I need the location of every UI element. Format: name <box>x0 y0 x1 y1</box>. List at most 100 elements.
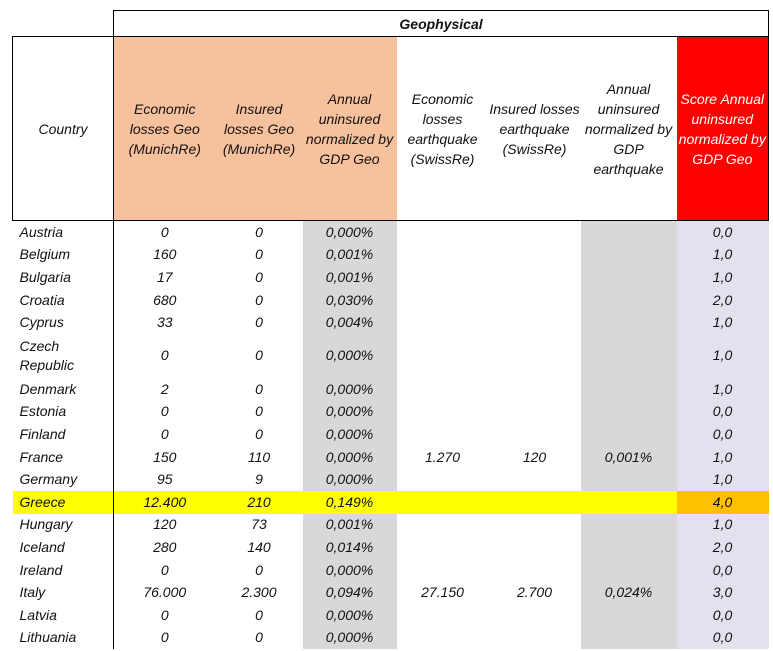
geophysical-losses-table: Geophysical Country Economic losses Geo … <box>12 10 770 650</box>
economic-losses-munichre-cell: 0 <box>113 558 216 582</box>
insured-losses-swissre-cell <box>489 334 581 378</box>
score-cell: 2,0 <box>676 536 769 559</box>
insured-losses-swissre-cell <box>489 311 581 334</box>
economic-losses-munichre-cell: 160 <box>113 243 216 267</box>
insured-losses-munichre-cell: 0 <box>255 223 263 240</box>
economic-losses-swissre-cell <box>397 266 489 289</box>
economic-losses-munichre-cell: 150 <box>113 445 216 469</box>
insured-losses-swissre-cell <box>489 514 581 537</box>
country-cell: Ireland <box>19 561 63 578</box>
header-annual-uninsured-geo: Annual uninsured normalized by GDP Geo <box>302 36 397 221</box>
insured-losses-munichre-cell: 0 <box>255 314 263 331</box>
insured-losses-munichre-cell: 0 <box>255 425 263 442</box>
header-insured-losses-swissre: Insured losses earthquake (SwissRe) <box>488 36 581 221</box>
annual-uninsured-earthquake-cell <box>580 311 677 334</box>
score-cell: 1,0 <box>676 243 769 267</box>
score-cell: 1,0 <box>676 266 769 289</box>
annual-uninsured-earthquake-cell <box>580 603 677 627</box>
insured-losses-munichre-cell: 0 <box>255 403 263 420</box>
annual-uninsured-geo-cell: 0,001% <box>302 266 397 289</box>
score-cell: 1,0 <box>676 311 769 334</box>
economic-losses-swissre-cell <box>397 289 489 312</box>
insured-losses-munichre-cell: 0 <box>255 246 263 263</box>
country-cell: Bulgaria <box>19 268 71 285</box>
table-row: France 150 110 0,000% 1.270 120 0,001% 1,0 <box>13 445 769 469</box>
score-cell: 1,0 <box>676 513 769 537</box>
economic-losses-swissre-cell <box>397 334 489 378</box>
score-cell: 0,0 <box>676 626 769 650</box>
table-row: Denmark 2 0 0,000% 1,0 <box>13 377 769 401</box>
country-cell: Latvia <box>19 606 57 623</box>
country-cell: Lithuania <box>19 629 77 646</box>
annual-uninsured-earthquake-cell <box>580 558 677 582</box>
header-economic-losses-swissre: Economic losses earthquake (SwissRe) <box>396 36 489 221</box>
economic-losses-swissre-cell <box>397 559 489 582</box>
insured-losses-swissre-cell <box>489 627 581 650</box>
economic-losses-swissre-cell <box>397 468 489 491</box>
insured-losses-munichre-cell: 140 <box>247 538 271 555</box>
table-row: Finland 0 0 0,000% 0,0 <box>13 423 769 446</box>
insured-losses-munichre-cell: 0 <box>255 347 263 364</box>
country-cell: Hungary <box>19 516 73 533</box>
economic-losses-swissre-cell <box>397 311 489 334</box>
economic-losses-munichre-cell: 0 <box>113 423 216 446</box>
economic-losses-swissre-cell <box>397 401 489 424</box>
annual-uninsured-geo-cell: 0,014% <box>302 536 397 559</box>
insured-losses-munichre-cell: 9 <box>255 471 263 488</box>
annual-uninsured-earthquake-cell <box>580 536 677 559</box>
annual-uninsured-earthquake-cell: 0,024% <box>580 581 677 604</box>
table-row: Lithuania 0 0 0,000% 0,0 <box>13 626 769 650</box>
economic-losses-munichre-cell: 0 <box>113 400 216 424</box>
table-row: Bulgaria 17 0 0,001% 1,0 <box>13 266 769 289</box>
economic-losses-swissre-cell <box>397 423 489 446</box>
annual-uninsured-geo-cell: 0,000% <box>302 400 397 424</box>
country-cell: Finland <box>19 425 66 442</box>
header-score: Score Annual uninsured normalized by GDP… <box>676 36 770 221</box>
economic-losses-swissre-cell <box>397 514 489 537</box>
annual-uninsured-earthquake-cell: 0,001% <box>580 445 677 469</box>
table-row: Italy 76.000 2.300 0,094% 27.150 2.700 0,024% 3… <box>13 581 769 604</box>
score-cell: 0,0 <box>676 603 769 627</box>
insured-losses-swissre-cell: 120 <box>522 448 547 465</box>
annual-uninsured-geo-cell: 0,000% <box>302 558 397 582</box>
insured-losses-munichre-cell: 0 <box>255 268 263 285</box>
insured-losses-munichre-cell: 2.300 <box>241 584 277 601</box>
insured-losses-swissre-cell <box>489 423 581 446</box>
insured-losses-swissre-cell <box>489 604 581 627</box>
country-cell: Germany <box>19 471 78 488</box>
economic-losses-munichre-cell: 0 <box>113 626 216 650</box>
annual-uninsured-geo-cell: 0,004% <box>302 311 397 334</box>
economic-losses-munichre-cell: 2 <box>113 377 216 401</box>
annual-uninsured-earthquake-cell <box>580 626 677 650</box>
score-cell: 1,0 <box>676 445 769 469</box>
annual-uninsured-earthquake-cell <box>580 423 677 446</box>
insured-losses-swissre-cell <box>488 490 581 514</box>
annual-uninsured-earthquake-cell <box>580 243 677 267</box>
insured-losses-swissre-cell <box>489 559 581 582</box>
annual-uninsured-geo-cell: 0,000% <box>302 220 397 244</box>
country-cell: Cyprus <box>19 314 64 331</box>
economic-losses-swissre-cell: 1.270 <box>424 448 461 465</box>
insured-losses-swissre-cell <box>489 221 581 244</box>
country-cell: Greece <box>12 490 114 514</box>
header-country: Country <box>12 36 114 221</box>
annual-uninsured-geo-cell: 0,000% <box>302 377 397 401</box>
annual-uninsured-earthquake-cell <box>580 513 677 537</box>
economic-losses-swissre-cell <box>397 244 489 267</box>
table-row: Ireland 0 0 0,000% 0,0 <box>13 558 769 582</box>
insured-losses-swissre-cell: 2.700 <box>516 584 553 601</box>
country-cell: Belgium <box>19 246 71 263</box>
insured-losses-munichre-cell: 0 <box>255 561 263 578</box>
country-cell: Denmark <box>19 380 77 397</box>
score-cell: 0,0 <box>676 400 769 424</box>
annual-uninsured-earthquake-cell <box>580 400 677 424</box>
economic-losses-munichre-cell: 76.000 <box>113 581 216 604</box>
table-row: Hungary 120 73 0,001% 1,0 <box>13 513 769 537</box>
economic-losses-munichre-cell: 95 <box>113 468 216 491</box>
annual-uninsured-geo-cell: 0,000% <box>302 603 397 627</box>
annual-uninsured-geo-cell: 0,000% <box>302 333 397 378</box>
table-row: Croatia 680 0 0,030% 2,0 <box>13 288 769 312</box>
annual-uninsured-earthquake-cell <box>580 377 677 401</box>
table-row: Cyprus 33 0 0,004% 1,0 <box>13 311 769 334</box>
economic-losses-swissre-cell <box>397 536 489 559</box>
